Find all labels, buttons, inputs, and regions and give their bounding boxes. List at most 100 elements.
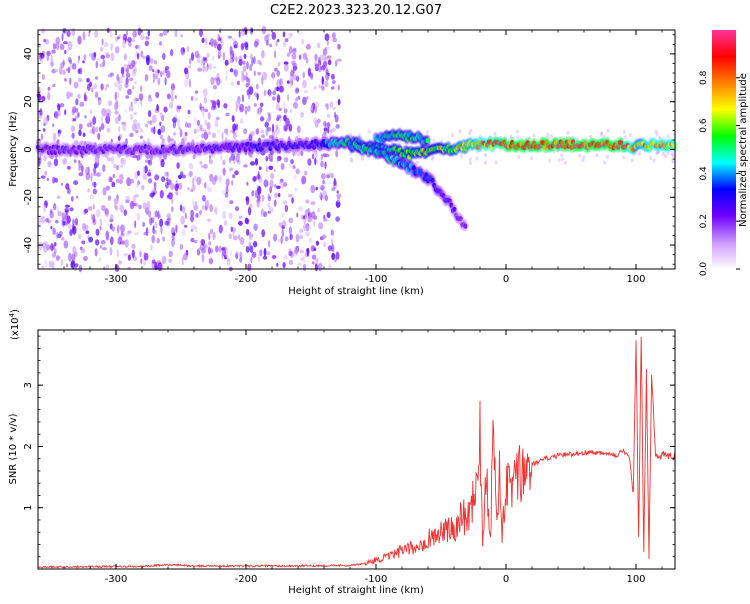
spectrogram-cell [162, 30, 168, 36]
spectrogram-cell [493, 131, 497, 136]
spectrogram-cell [274, 50, 277, 59]
spectrogram-cell [180, 171, 184, 176]
spectrogram-cell [334, 111, 337, 118]
spectrogram-cell [77, 234, 82, 240]
spectrogram-cell [85, 230, 90, 234]
spectrogram-cell [284, 38, 289, 42]
spectrogram-y-label: Frequency (Hz) [8, 111, 19, 187]
spectrogram-cell [515, 129, 519, 134]
spectrogram-cell [85, 166, 89, 175]
spectrogram-cell [283, 101, 286, 109]
spectrogram-cell [623, 135, 627, 140]
spectrogram-cell [194, 201, 197, 206]
spectrogram-y-tick-label: -20 [23, 189, 34, 205]
spectrogram-cell [297, 95, 301, 100]
snr-series-line [37, 336, 676, 569]
spectrogram-cell [222, 159, 226, 166]
spectrogram-cell [276, 262, 279, 267]
spectrogram-cell [137, 170, 140, 176]
spectrogram-cell [243, 164, 248, 168]
spectrogram-cell [45, 218, 49, 223]
spectrogram-cell [175, 105, 181, 113]
spectrogram-cell [254, 158, 259, 166]
spectrogram-cell [70, 260, 76, 270]
spectrogram-cell [77, 77, 83, 83]
spectrogram-cell [53, 203, 57, 211]
spectrogram-cell [207, 112, 211, 120]
spectrogram-cell [294, 187, 298, 192]
spectrogram-cell [178, 182, 183, 190]
spectrogram-cell [81, 248, 86, 254]
spectrogram-cell [331, 187, 336, 191]
spectrogram-cell [335, 60, 338, 67]
spectrogram-cell [335, 123, 340, 129]
spectrogram-cell [202, 204, 205, 211]
spectrogram-cell [204, 98, 207, 105]
spectrogram-cell [321, 85, 325, 91]
spectrogram-cell [322, 60, 328, 68]
spectrogram-cell [71, 28, 76, 37]
spectrogram-cell [125, 199, 130, 204]
spectrogram-cell [117, 80, 121, 84]
spectrogram-cell [177, 105, 182, 110]
snr-x-label: Height of straight line (km) [288, 585, 424, 596]
spectrogram-cell [337, 43, 341, 50]
spectrogram-cell [246, 228, 250, 236]
spectrogram-cell [257, 185, 262, 195]
spectrogram-cell [41, 265, 45, 269]
spectrogram-cell [139, 135, 143, 139]
spectrogram-cell [324, 33, 330, 41]
spectrogram-cell [336, 190, 339, 194]
spectrogram-cell [119, 204, 125, 213]
spectrogram-cell [315, 240, 319, 246]
spectrogram-cell [153, 60, 158, 65]
spectrogram-cell [244, 217, 249, 225]
spectrogram-cell [213, 65, 217, 69]
spectrogram-cell [40, 133, 44, 141]
spectrogram-cell [134, 220, 137, 228]
spectrogram-cell [290, 159, 294, 165]
spectrogram-cell [162, 236, 166, 242]
spectrogram-cell [62, 158, 68, 165]
spectrogram-cell [294, 246, 299, 255]
spectrogram-cell [162, 70, 165, 76]
spectrogram-cell [157, 78, 161, 86]
spectrogram-cell [261, 229, 266, 238]
spectrogram-cell [278, 222, 283, 227]
spectrogram-cell [253, 103, 257, 107]
spectrogram-cell [118, 113, 121, 122]
spectrogram-cell [199, 28, 203, 37]
spectrogram-cell [189, 57, 192, 65]
spectrogram-cell [299, 249, 304, 254]
spectrogram-cell [157, 128, 162, 135]
spectrogram-cell [105, 230, 110, 239]
snr-x-tick-label: -200 [235, 574, 258, 585]
spectrogram-cell [320, 65, 322, 71]
spectrogram-cell [322, 190, 327, 199]
spectrogram-cell [326, 211, 331, 219]
spectrogram-x-ticks: -300 -200 -100 0 100 [37, 30, 663, 285]
spectrogram-cell [566, 130, 570, 135]
spectrogram-cell [74, 251, 78, 257]
spectrogram-cell [209, 228, 214, 235]
spectrogram-cell [95, 239, 100, 246]
spectrogram-cell [55, 36, 61, 46]
spectrogram-cell [266, 126, 272, 132]
spectrogram-cell [86, 78, 90, 83]
spectrogram-cell [125, 68, 129, 74]
spectrogram-cell [52, 132, 57, 142]
spectrogram-cell [218, 55, 221, 60]
spectrogram-cell [268, 113, 271, 122]
spectrogram-cell [307, 214, 313, 223]
spectrogram-ridges [35, 127, 678, 232]
spectrogram-cell [293, 47, 297, 51]
spectrogram-cell [241, 71, 245, 81]
spectrogram-cell [319, 191, 323, 201]
spectrogram-cell [61, 212, 65, 221]
spectrogram-cell [154, 181, 157, 191]
spectrogram-x-label: Height of straight line (km) [288, 286, 424, 297]
spectrogram-cell [57, 104, 61, 112]
spectrogram-cell [331, 128, 337, 132]
spectrogram-cell [62, 221, 65, 226]
spectrogram-cell [219, 78, 223, 84]
